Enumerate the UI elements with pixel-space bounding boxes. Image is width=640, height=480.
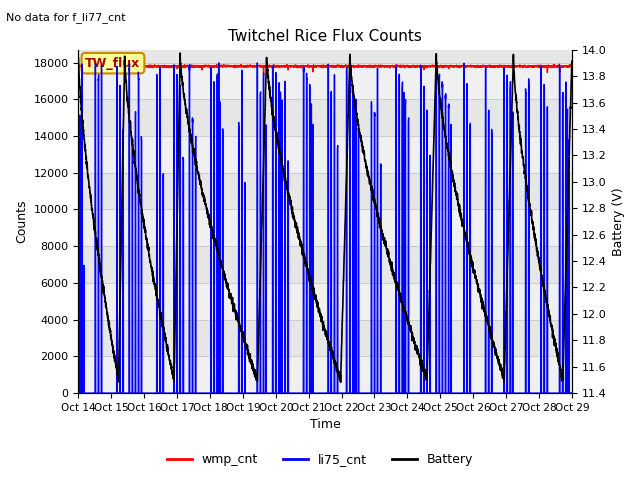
- Bar: [79, 246, 572, 283]
- Text: TW_flux: TW_flux: [85, 57, 141, 70]
- Bar: [79, 99, 572, 136]
- Y-axis label: Counts: Counts: [15, 200, 28, 243]
- Legend: wmp_cnt, li75_cnt, Battery: wmp_cnt, li75_cnt, Battery: [162, 448, 478, 471]
- Bar: [79, 26, 572, 62]
- X-axis label: Time: Time: [310, 419, 340, 432]
- Y-axis label: Battery (V): Battery (V): [612, 187, 625, 256]
- Title: Twitchel Rice Flux Counts: Twitchel Rice Flux Counts: [228, 29, 422, 44]
- Bar: [79, 320, 572, 356]
- Bar: [79, 173, 572, 209]
- Text: No data for f_li77_cnt: No data for f_li77_cnt: [6, 12, 126, 23]
